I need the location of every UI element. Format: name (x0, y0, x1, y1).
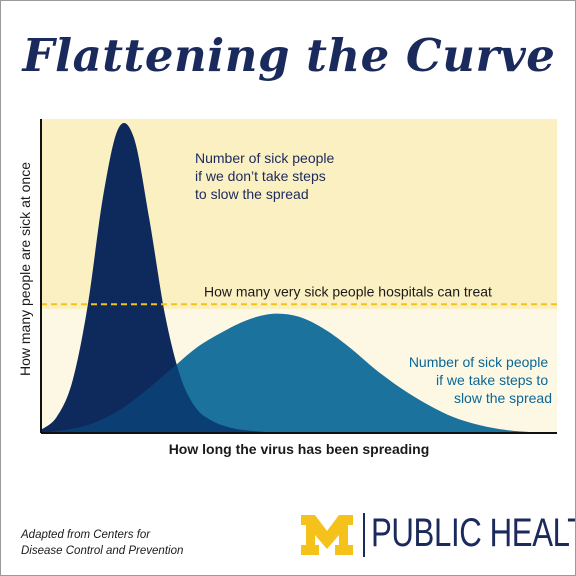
source-credit: Adapted from Centers for Disease Control… (21, 527, 261, 559)
annotation-no-steps-line2: if we don’t take steps (195, 168, 326, 184)
annotation-no-steps-line1: Number of sick people (195, 150, 335, 166)
curve-no-steps (41, 123, 320, 433)
page-title: Flattening the Curve (22, 29, 556, 82)
threshold-label: How many very sick people hospitals can … (204, 283, 492, 299)
logo-divider (363, 513, 365, 557)
x-axis-label: How long the virus has been spreading (168, 441, 430, 457)
annotation-with-steps: Number of sick people if we take steps t… (409, 354, 552, 406)
series-layer (41, 123, 557, 433)
annotation-no-steps-line3: to slow the spread (195, 186, 309, 202)
source-credit-line1: Adapted from Centers for (21, 529, 151, 541)
annotation-with-steps-line3: slow the spread (454, 390, 552, 406)
annotation-no-steps: Number of sick people if we don’t take s… (195, 150, 338, 202)
annotation-with-steps-line1: Number of sick people (409, 354, 549, 370)
annotation-with-steps-line2: if we take steps to (436, 372, 548, 388)
block-m-icon (301, 515, 353, 555)
source-credit-line2: Disease Control and Prevention (21, 545, 184, 557)
logo-wordmark: PUBLIC HEALTH (371, 511, 575, 555)
y-axis-label: How many people are sick at once (17, 162, 33, 376)
